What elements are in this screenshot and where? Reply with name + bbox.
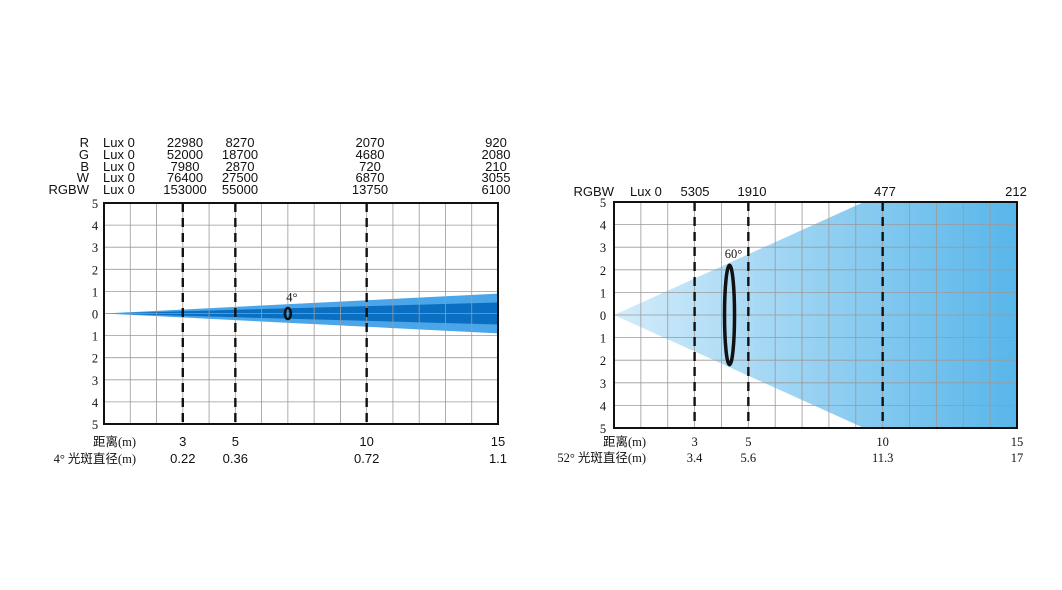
- distance-tick-label: 10: [876, 435, 889, 449]
- y-tick-label: 1: [92, 330, 98, 344]
- spot-diameter-value: 0.36: [223, 451, 248, 466]
- y-tick-label: 3: [600, 241, 606, 255]
- y-tick-label: 0: [92, 308, 98, 322]
- spot-diameter-value: 11.3: [872, 451, 893, 465]
- spot-diameter-label: 52° 光斑直径(m): [557, 451, 646, 465]
- distance-tick-label: 3: [179, 434, 186, 449]
- lux-value: 153000: [163, 182, 206, 197]
- beam-angle-marker: [722, 263, 737, 367]
- lux-value: 2870: [226, 159, 255, 174]
- spot-diameter-value: 3.4: [687, 451, 703, 465]
- y-tick-label: 5: [92, 197, 98, 211]
- lux-row-label: R: [80, 135, 89, 150]
- y-tick-label: 1: [92, 285, 98, 299]
- beam-angle-label: 4°: [286, 291, 297, 305]
- lux-origin-value: Lux 0: [630, 184, 662, 199]
- lux-origin-value: Lux 0: [103, 170, 135, 185]
- spot-diameter-value: 0.22: [170, 451, 195, 466]
- y-tick-label: 1: [600, 286, 606, 300]
- y-tick-label: 5: [92, 418, 98, 432]
- y-tick-label: 3: [600, 377, 606, 391]
- distance-tick-label: 5: [232, 434, 239, 449]
- y-tick-label: 4: [600, 219, 607, 233]
- lux-value: 18700: [222, 147, 258, 162]
- spot-diameter-label: 4° 光斑直径(m): [54, 452, 136, 466]
- beam-angle-marker: [283, 306, 293, 321]
- lux-value: 52000: [167, 147, 203, 162]
- plot-frame: [613, 201, 1018, 429]
- lux-value: 720: [359, 159, 381, 174]
- lux-row-label: W: [77, 170, 90, 185]
- distance-tick-label: 15: [1011, 435, 1024, 449]
- lux-origin-value: Lux 0: [103, 135, 135, 150]
- lux-value: 212: [1005, 184, 1027, 199]
- plot-frame: [103, 202, 499, 425]
- spot-diameter-value: 5.6: [741, 451, 757, 465]
- y-tick-label: 4: [600, 399, 607, 413]
- y-tick-label: 1: [600, 332, 606, 346]
- lux-row-label: B: [80, 159, 89, 174]
- lux-value: 2080: [482, 147, 511, 162]
- lux-value: 5305: [681, 184, 710, 199]
- lux-value: 13750: [352, 182, 388, 197]
- y-tick-label: 2: [600, 264, 606, 278]
- spot-diameter-value: 1.1: [489, 451, 507, 466]
- lux-value: 920: [485, 135, 507, 150]
- lux-value: 7980: [171, 159, 200, 174]
- y-tick-label: 4: [92, 396, 99, 410]
- spot-diameter-value: 17: [1011, 451, 1024, 465]
- lux-value: 6870: [356, 170, 385, 185]
- lux-value: 1910: [738, 184, 767, 199]
- lux-value: 210: [485, 159, 507, 174]
- distance-tick-label: 15: [491, 434, 505, 449]
- lux-value: 3055: [482, 170, 511, 185]
- y-tick-label: 5: [600, 196, 606, 210]
- y-tick-label: 2: [92, 263, 98, 277]
- lux-origin-value: Lux 0: [103, 159, 135, 174]
- distance-tick-label: 5: [745, 435, 751, 449]
- y-tick-label: 3: [92, 241, 98, 255]
- lux-value: 55000: [222, 182, 258, 197]
- distance-tick-label: 3: [691, 435, 697, 449]
- y-tick-label: 4: [92, 219, 99, 233]
- lux-row-label: RGBW: [574, 184, 615, 199]
- lux-origin-value: Lux 0: [103, 182, 135, 197]
- y-tick-label: 5: [600, 422, 606, 436]
- lux-origin-value: Lux 0: [103, 147, 135, 162]
- distance-tick-label: 10: [359, 434, 373, 449]
- distance-label: 距离(m): [603, 434, 646, 449]
- y-tick-label: 0: [600, 309, 606, 323]
- lux-value: 477: [874, 184, 896, 199]
- beam-angle-label: 60°: [725, 247, 743, 261]
- lux-row-label: G: [79, 147, 89, 162]
- lux-value: 2070: [356, 135, 385, 150]
- lux-value: 6100: [482, 182, 511, 197]
- spot-diameter-value: 0.72: [354, 451, 379, 466]
- distance-label: 距离(m): [93, 434, 136, 449]
- y-tick-label: 2: [600, 354, 606, 368]
- lux-value: 22980: [167, 135, 203, 150]
- lux-value: 8270: [226, 135, 255, 150]
- lux-value: 27500: [222, 170, 258, 185]
- y-tick-label: 3: [92, 374, 98, 388]
- lux-value: 4680: [356, 147, 385, 162]
- y-tick-label: 2: [92, 352, 98, 366]
- lux-value: 76400: [167, 170, 203, 185]
- lux-row-label: RGBW: [49, 182, 90, 197]
